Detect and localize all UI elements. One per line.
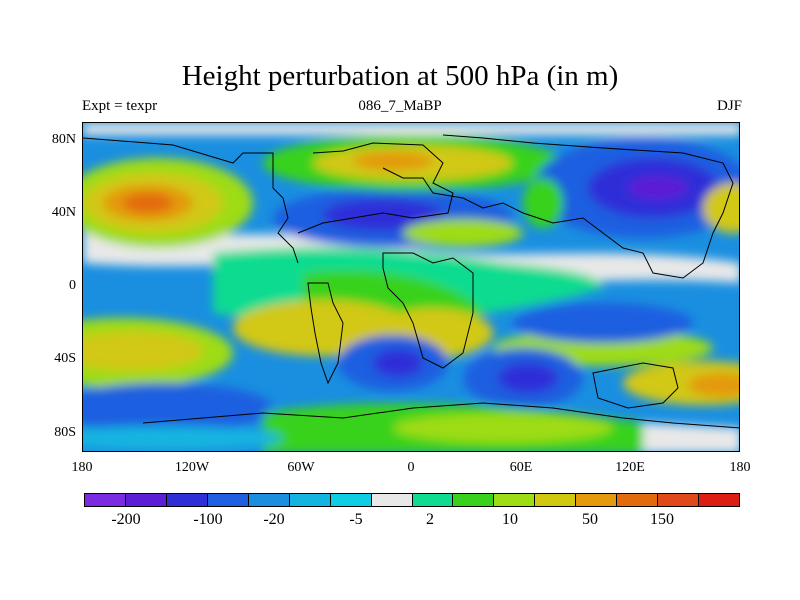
lon-tick-180e: 180 [729, 460, 751, 475]
colorbar-swatch-9 [453, 494, 495, 506]
colorbar-label: -5 [349, 511, 363, 528]
lon-tick-120e: 120E [615, 460, 645, 475]
lon-tick-60w: 60W [287, 460, 315, 475]
colorbar-swatch-14 [658, 494, 700, 506]
lon-tick-0: 0 [407, 460, 415, 475]
colorbar-label: 150 [650, 511, 674, 528]
colorbar-swatch-12 [576, 494, 618, 506]
colorbar-swatch-10 [494, 494, 536, 506]
run-label: 086_7_MaBP [358, 98, 442, 114]
colorbar-swatch-4 [248, 494, 290, 506]
colorbar-swatch-13 [617, 494, 659, 506]
experiment-label: Expt = texpr [82, 98, 158, 114]
colorbar-swatch-3 [207, 494, 249, 506]
colorbar-swatch-5 [289, 494, 331, 506]
lon-tick-180w: 180 [71, 460, 93, 475]
colorbar-swatch-7 [371, 494, 413, 506]
colorbar-label: 50 [582, 511, 598, 528]
colorbar-label: -20 [263, 511, 285, 528]
colorbar-label: 2 [426, 511, 434, 528]
lon-tick-60e: 60E [509, 460, 533, 475]
colorbar-swatch-6 [330, 494, 372, 506]
season-label: DJF [716, 98, 742, 114]
colorbar-swatch-2 [166, 494, 208, 506]
plot-title: Height perturbation at 500 hPa (in m) [181, 60, 619, 92]
colorbar-swatch-1 [125, 494, 167, 506]
colorbar-label: -200 [111, 511, 141, 528]
colorbar-swatch-0 [85, 494, 126, 506]
colorbar-label: -100 [193, 511, 223, 528]
lat-tick-80s: 80S [54, 425, 76, 440]
lat-tick-80n: 80N [51, 132, 76, 147]
lat-tick-40s: 40S [54, 351, 76, 366]
lat-tick-eq: 0 [69, 278, 76, 293]
lat-tick-40n: 40N [51, 205, 76, 220]
colorbar-swatch-11 [535, 494, 577, 506]
contour-map [82, 122, 740, 452]
colorbar-swatch-8 [412, 494, 454, 506]
colorbar-swatch-15 [699, 494, 739, 506]
lon-tick-120w: 120W [174, 460, 210, 475]
contour-fields [83, 123, 739, 451]
colorbar-label: 10 [502, 511, 518, 528]
coastlines [83, 134, 739, 429]
colorbar [84, 493, 740, 507]
